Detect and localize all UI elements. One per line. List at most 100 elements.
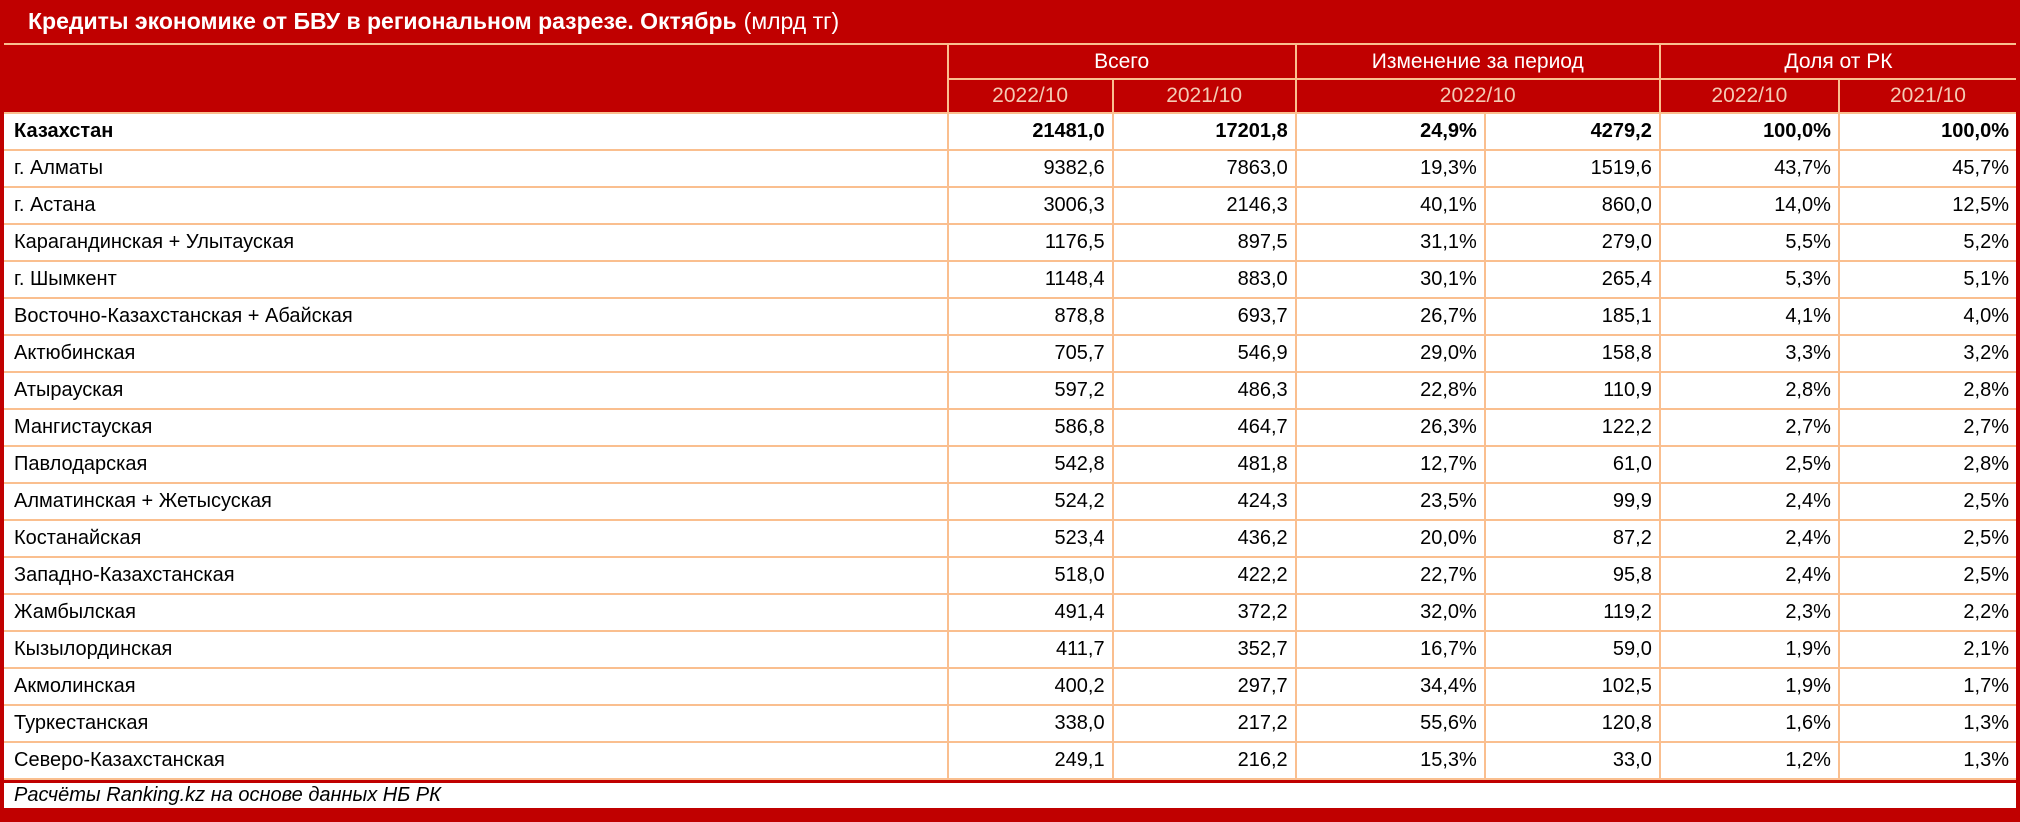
value-cell: 542,8 (946, 445, 1114, 484)
value-cell: 1,9% (1658, 667, 1840, 706)
table-row: Мангистауская 586,8 464,7 26,3% 122,2 2,7% 2,7… (4, 408, 2016, 447)
value-cell: 481,8 (1111, 445, 1297, 484)
value-cell: 24,9% (1294, 112, 1486, 151)
value-cell: 122,2 (1483, 408, 1661, 447)
value-cell: 185,1 (1483, 297, 1661, 336)
value-cell: 2,4% (1658, 519, 1840, 558)
region-cell: Карагандинская + Улытауская (4, 223, 949, 262)
title-unit: (млрд тг) (743, 8, 840, 34)
header-group-change: Изменение за период (1294, 45, 1661, 80)
value-cell: 878,8 (946, 297, 1114, 336)
region-cell: Алматинская + Жетысуская (4, 482, 949, 521)
table-row: Кызылординская 411,7 352,7 16,7% 59,0 1,9% 2,1… (4, 630, 2016, 669)
source-note: Расчёты Ranking.kz на основе данных НБ Р… (4, 780, 2016, 811)
table-row: Карагандинская + Улытауская 1176,5 897,5 31… (4, 223, 2016, 262)
value-cell: 491,4 (946, 593, 1114, 632)
value-cell: 100,0% (1837, 112, 2016, 151)
value-cell: 217,2 (1111, 704, 1297, 743)
region-cell: г. Астана (4, 186, 949, 225)
region-cell: г. Шымкент (4, 260, 949, 299)
header-sub-row: 2022/10 2021/10 2022/10 2022/10 2021/10 (4, 78, 2016, 114)
value-cell: 2,5% (1658, 445, 1840, 484)
value-cell: 3,3% (1658, 334, 1840, 373)
header-total-2022: 2022/10 (947, 78, 1114, 114)
value-cell: 2,8% (1837, 371, 2016, 410)
value-cell: 120,8 (1483, 704, 1661, 743)
value-cell: 279,0 (1483, 223, 1661, 262)
value-cell: 2,8% (1658, 371, 1840, 410)
value-cell: 411,7 (946, 630, 1114, 669)
value-cell: 2,7% (1837, 408, 2016, 447)
value-cell: 1148,4 (946, 260, 1114, 299)
value-cell: 4279,2 (1483, 112, 1661, 151)
value-cell: 464,7 (1111, 408, 1297, 447)
page-title: Кредиты экономике от БВУ в региональном … (4, 0, 2016, 45)
region-cell: г. Алматы (4, 149, 949, 188)
value-cell: 110,9 (1483, 371, 1661, 410)
value-cell: 30,1% (1294, 260, 1486, 299)
region-cell: Мангистауская (4, 408, 949, 447)
header-total-2021: 2021/10 (1111, 78, 1297, 114)
table-row: г. Алматы 9382,6 7863,0 19,3% 1519,6 43,7% 45,… (4, 149, 2016, 188)
value-cell: 26,7% (1294, 297, 1486, 336)
value-cell: 338,0 (946, 704, 1114, 743)
value-cell: 1176,5 (946, 223, 1114, 262)
table-row: г. Астана 3006,3 2146,3 40,1% 860,0 14,0% 12,5… (4, 186, 2016, 225)
header-group-row: Всего Изменение за период Доля от РК (4, 45, 2016, 114)
table-row: Казахстан 21481,0 17201,8 24,9% 4279,2 100,0%… (4, 112, 2016, 151)
value-cell: 19,3% (1294, 149, 1486, 188)
value-cell: 436,2 (1111, 519, 1297, 558)
value-cell: 1,2% (1658, 741, 1840, 780)
region-cell: Восточно-Казахстанская + Абайская (4, 297, 949, 336)
value-cell: 158,8 (1483, 334, 1661, 373)
value-cell: 2146,3 (1111, 186, 1297, 225)
value-cell: 7863,0 (1111, 149, 1297, 188)
value-cell: 2,4% (1658, 482, 1840, 521)
table-row: Костанайская 523,4 436,2 20,0% 87,2 2,4% 2,5% (4, 519, 2016, 558)
value-cell: 20,0% (1294, 519, 1486, 558)
value-cell: 119,2 (1483, 593, 1661, 632)
region-cell: Павлодарская (4, 445, 949, 484)
value-cell: 2,8% (1837, 445, 2016, 484)
value-cell: 1,3% (1837, 741, 2016, 780)
value-cell: 524,2 (946, 482, 1114, 521)
value-cell: 486,3 (1111, 371, 1297, 410)
header-group-share: Доля от РК (1658, 45, 2016, 80)
value-cell: 40,1% (1294, 186, 1486, 225)
value-cell: 43,7% (1658, 149, 1840, 188)
value-cell: 372,2 (1111, 593, 1297, 632)
value-cell: 87,2 (1483, 519, 1661, 558)
table-body: Казахстан 21481,0 17201,8 24,9% 4279,2 100,0%… (4, 112, 2016, 780)
value-cell: 12,5% (1837, 186, 2016, 225)
header-group-total: Всего (946, 45, 1297, 80)
value-cell: 14,0% (1658, 186, 1840, 225)
region-cell: Актюбинская (4, 334, 949, 373)
value-cell: 23,5% (1294, 482, 1486, 521)
value-cell: 518,0 (946, 556, 1114, 595)
value-cell: 2,5% (1837, 556, 2016, 595)
value-cell: 265,4 (1483, 260, 1661, 299)
value-cell: 2,7% (1658, 408, 1840, 447)
table-row: г. Шымкент 1148,4 883,0 30,1% 265,4 5,3% 5,1% (4, 260, 2016, 299)
region-cell: Западно-Казахстанская (4, 556, 949, 595)
value-cell: 2,5% (1837, 519, 2016, 558)
value-cell: 897,5 (1111, 223, 1297, 262)
region-cell: Костанайская (4, 519, 949, 558)
value-cell: 1519,6 (1483, 149, 1661, 188)
region-cell: Атырауская (4, 371, 949, 410)
table-row: Акмолинская 400,2 297,7 34,4% 102,5 1,9% 1,7% (4, 667, 2016, 706)
value-cell: 705,7 (946, 334, 1114, 373)
region-cell: Акмолинская (4, 667, 949, 706)
value-cell: 424,3 (1111, 482, 1297, 521)
value-cell: 883,0 (1111, 260, 1297, 299)
value-cell: 59,0 (1483, 630, 1661, 669)
header-change-2022: 2022/10 (1294, 78, 1661, 114)
region-cell: Северо-Казахстанская (4, 741, 949, 780)
table-row: Алматинская + Жетысуская 524,2 424,3 23,5% 9… (4, 482, 2016, 521)
table-row: Атырауская 597,2 486,3 22,8% 110,9 2,8% 2,8% (4, 371, 2016, 410)
value-cell: 523,4 (946, 519, 1114, 558)
value-cell: 860,0 (1483, 186, 1661, 225)
value-cell: 61,0 (1483, 445, 1661, 484)
value-cell: 5,2% (1837, 223, 2016, 262)
header-corner-cell (4, 45, 949, 114)
